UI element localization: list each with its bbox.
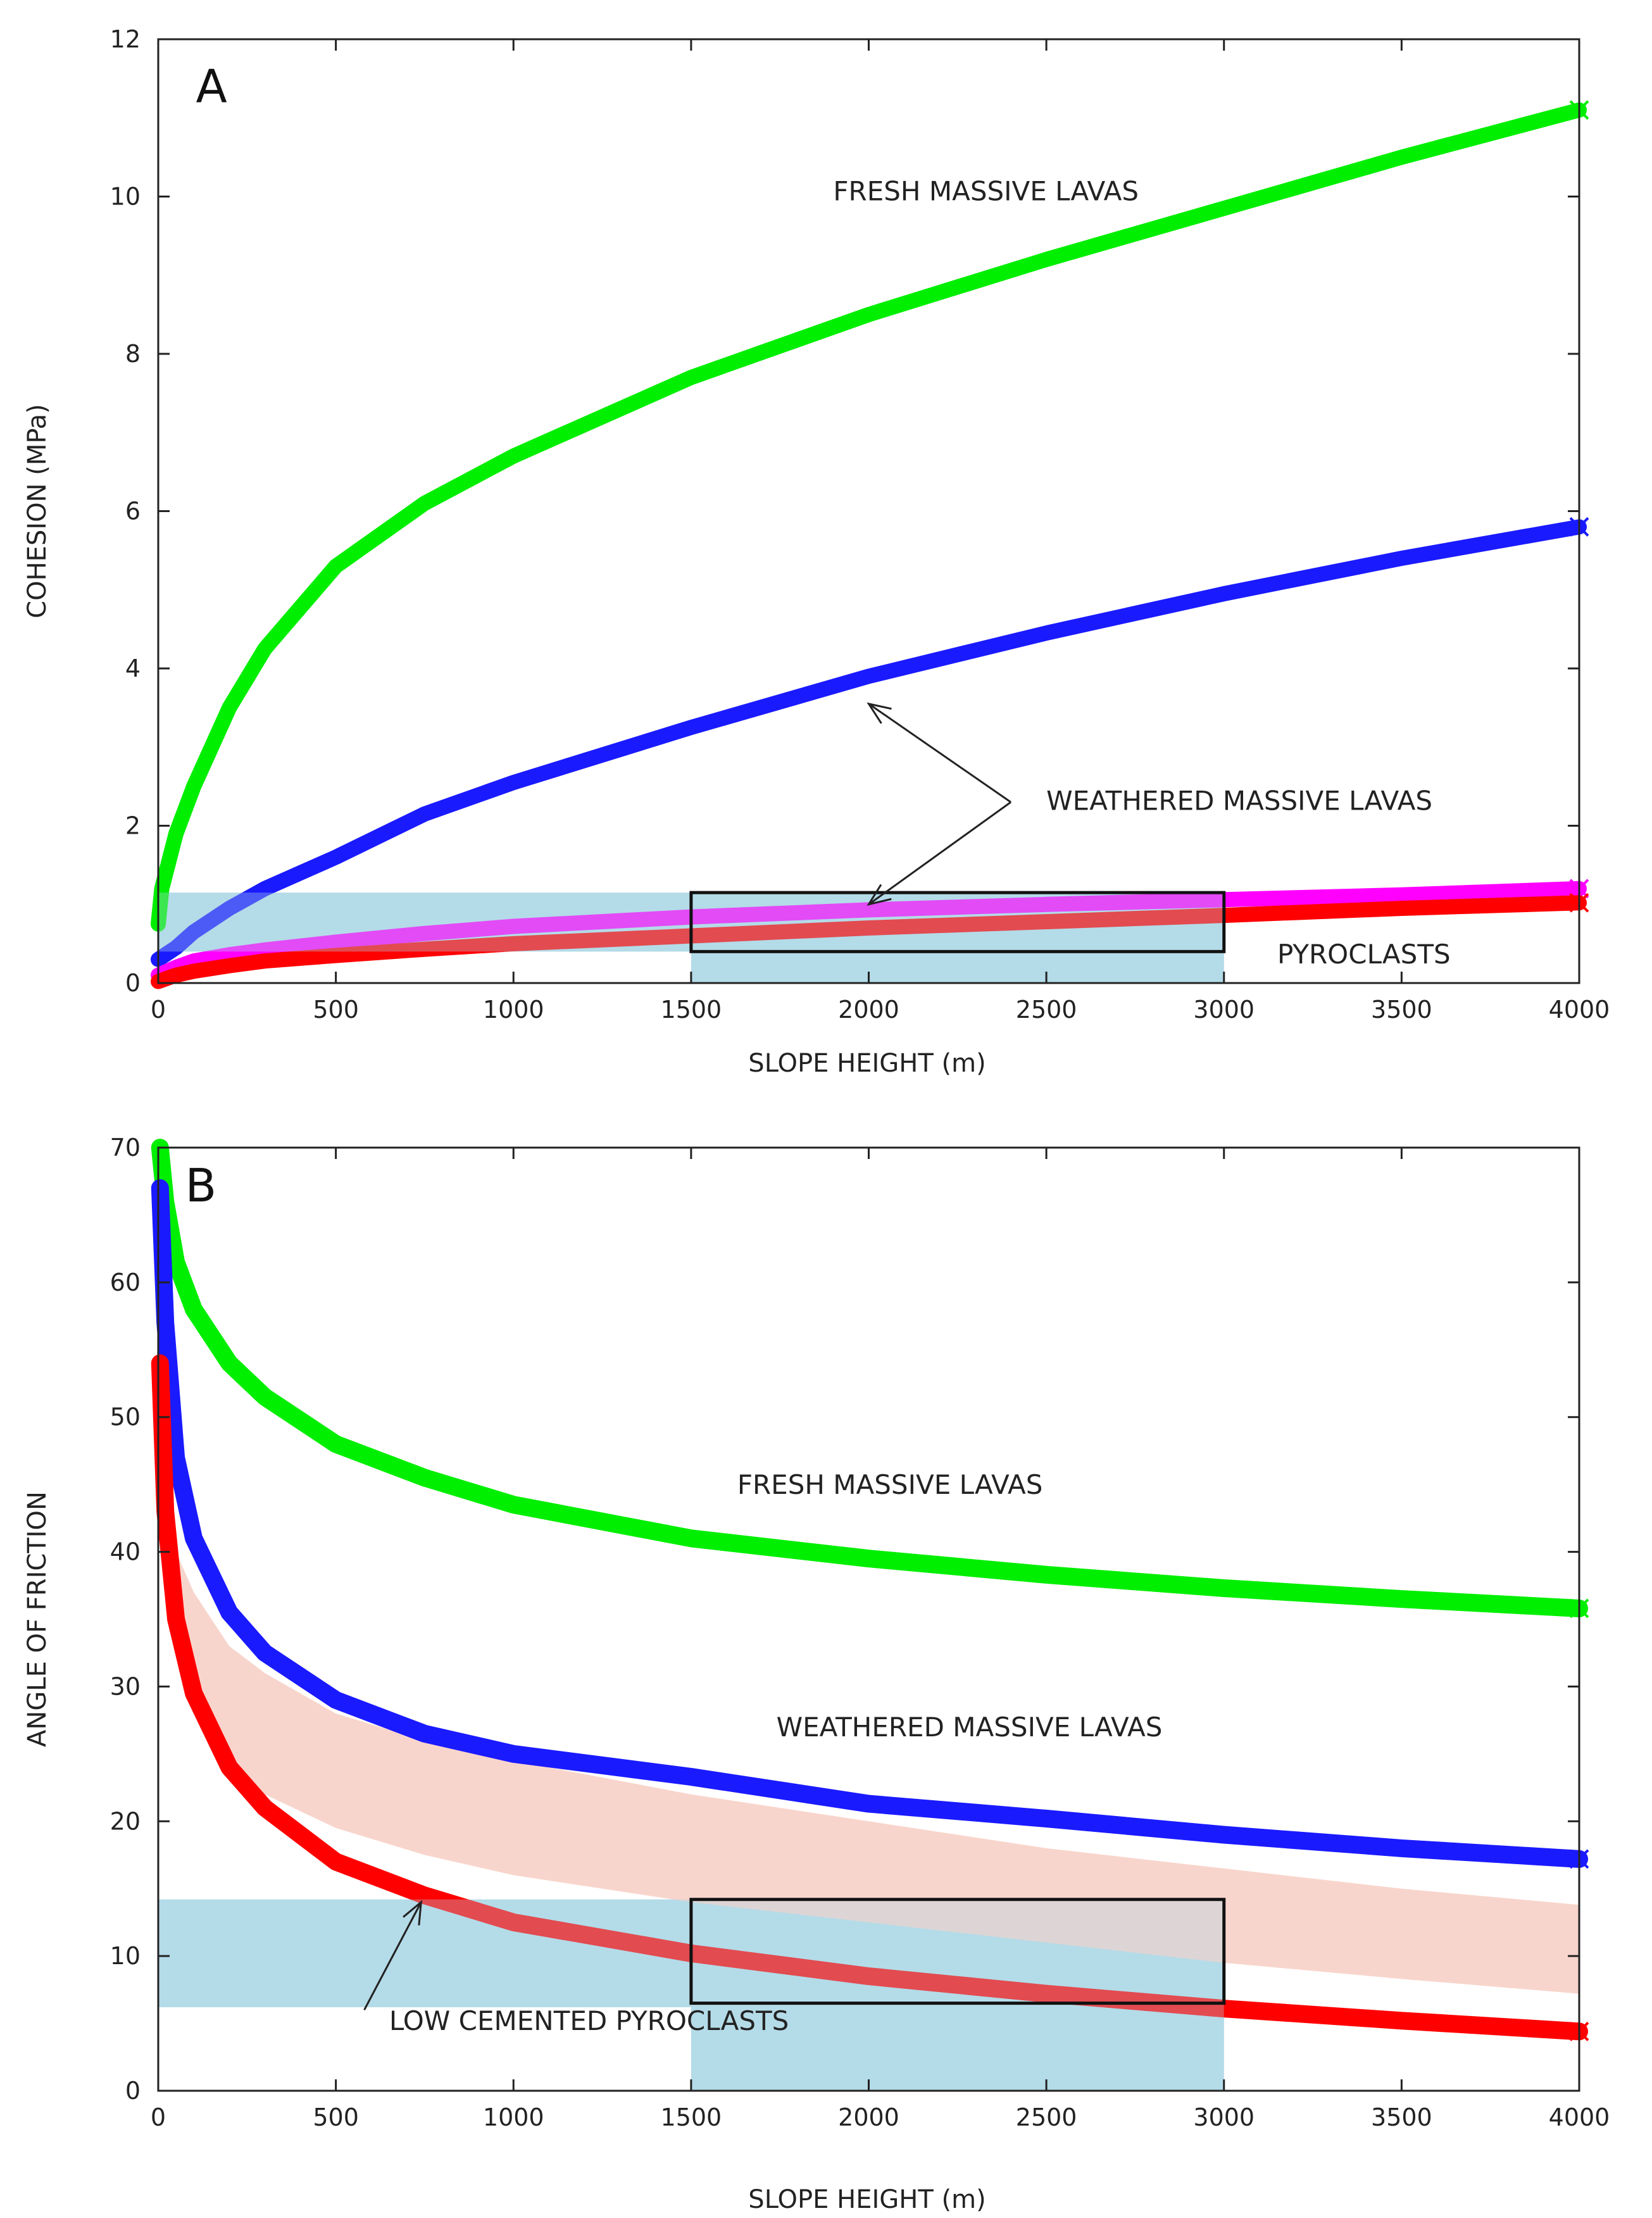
y-tick-label: 8 bbox=[125, 340, 141, 368]
x-tick-label: 4000 bbox=[1549, 2103, 1610, 2131]
panel-a: 0 500 1000 1500 2000 2500 3000 3500 4000 0 2 4 6 8 10 1… bbox=[23, 25, 1610, 1078]
x-tick-label: 3000 bbox=[1193, 996, 1255, 1024]
series-line-weathered-massive-lavas bbox=[151, 1179, 1588, 1868]
x-tick-label: 1000 bbox=[483, 996, 544, 1024]
x-tick-label: 2500 bbox=[1016, 2103, 1077, 2131]
series-line-fresh-massive-lavas bbox=[151, 102, 1587, 932]
y-axis-title: ANGLE OF FRICTION bbox=[23, 1491, 52, 1747]
y-tick-label: 2 bbox=[125, 812, 141, 840]
y-tick-label: 0 bbox=[125, 2077, 141, 2105]
y-tick-label: 70 bbox=[110, 1134, 141, 1162]
range-band-overlay-1 bbox=[691, 893, 1224, 983]
y-tick-label: 50 bbox=[110, 1403, 141, 1431]
panel-label: A bbox=[196, 60, 227, 113]
x-tick-label: 3500 bbox=[1371, 2103, 1432, 2131]
annotation-label: FRESH MASSIVE LAVAS bbox=[833, 176, 1139, 207]
annotation-arrow-line bbox=[363, 1902, 422, 2010]
x-tick-label: 3500 bbox=[1371, 996, 1432, 1024]
annotation-arrow-line bbox=[868, 801, 1011, 905]
annotation-arrow-head bbox=[867, 884, 892, 906]
annotation-arrow-line bbox=[868, 703, 1011, 803]
range-band-horizontal bbox=[158, 1899, 691, 2008]
annotation-label: PYROCLASTS bbox=[1277, 939, 1451, 970]
series-line-pyroclasts-upper bbox=[151, 880, 1587, 983]
range-band-overlay-1 bbox=[691, 1899, 1224, 2091]
x-tick-label: 0 bbox=[151, 996, 166, 1024]
x-tick-label: 500 bbox=[313, 996, 359, 1024]
x-tick-label: 1500 bbox=[661, 2103, 722, 2131]
panel-label: B bbox=[185, 1159, 216, 1212]
y-tick-label: 30 bbox=[110, 1672, 141, 1700]
annotation-arrow-head bbox=[867, 702, 892, 724]
x-axis-title: SLOPE HEIGHT (m) bbox=[748, 1049, 986, 1078]
annotation-label: WEATHERED MASSIVE LAVAS bbox=[1046, 786, 1432, 817]
x-axis-title: SLOPE HEIGHT (m) bbox=[748, 2185, 986, 2214]
annotation-label: WEATHERED MASSIVE LAVAS bbox=[777, 1712, 1163, 1743]
shaded-band bbox=[176, 1551, 1579, 1994]
y-tick-label: 4 bbox=[125, 655, 141, 682]
range-band-overlay-0 bbox=[158, 893, 691, 952]
y-tick-label: 12 bbox=[110, 25, 141, 53]
range-box bbox=[689, 891, 1226, 953]
x-tick-label: 4000 bbox=[1549, 996, 1610, 1024]
annotation-label: LOW CEMENTED PYROCLASTS bbox=[389, 2005, 789, 2036]
y-tick-label: 10 bbox=[110, 1942, 141, 1970]
annotation-label: FRESH MASSIVE LAVAS bbox=[737, 1469, 1043, 1500]
series-line-pyroclasts-lower bbox=[151, 895, 1587, 989]
x-tick-label: 0 bbox=[151, 2103, 166, 2131]
y-tick-label: 60 bbox=[110, 1269, 141, 1296]
x-tick-label: 2000 bbox=[838, 996, 899, 1024]
y-tick-label: 20 bbox=[110, 1807, 141, 1835]
x-tick-label: 2000 bbox=[838, 2103, 899, 2131]
annotation-arrow-head bbox=[403, 1900, 423, 1926]
y-tick-label: 6 bbox=[125, 498, 141, 525]
x-tick-label: 1500 bbox=[661, 996, 722, 1024]
series-line-fresh-massive-lavas bbox=[151, 1139, 1588, 1617]
x-tick-label: 500 bbox=[313, 2103, 359, 2131]
y-tick-label: 10 bbox=[110, 183, 141, 211]
panel-b: 0 500 1000 1500 2000 2500 3000 3500 4000 0 10 20 30 4… bbox=[23, 1134, 1610, 2214]
range-box bbox=[689, 1898, 1226, 2005]
y-axis-title: COHESION (MPa) bbox=[23, 404, 52, 618]
y-tick-label: 0 bbox=[125, 969, 141, 997]
y-tick-label: 40 bbox=[110, 1538, 141, 1566]
x-tick-label: 1000 bbox=[483, 2103, 544, 2131]
range-band-overlay-0 bbox=[158, 1899, 691, 2008]
x-tick-label: 2500 bbox=[1016, 996, 1077, 1024]
series-line-weathered-massive-lavas bbox=[151, 519, 1587, 967]
x-tick-label: 3000 bbox=[1193, 2103, 1255, 2131]
